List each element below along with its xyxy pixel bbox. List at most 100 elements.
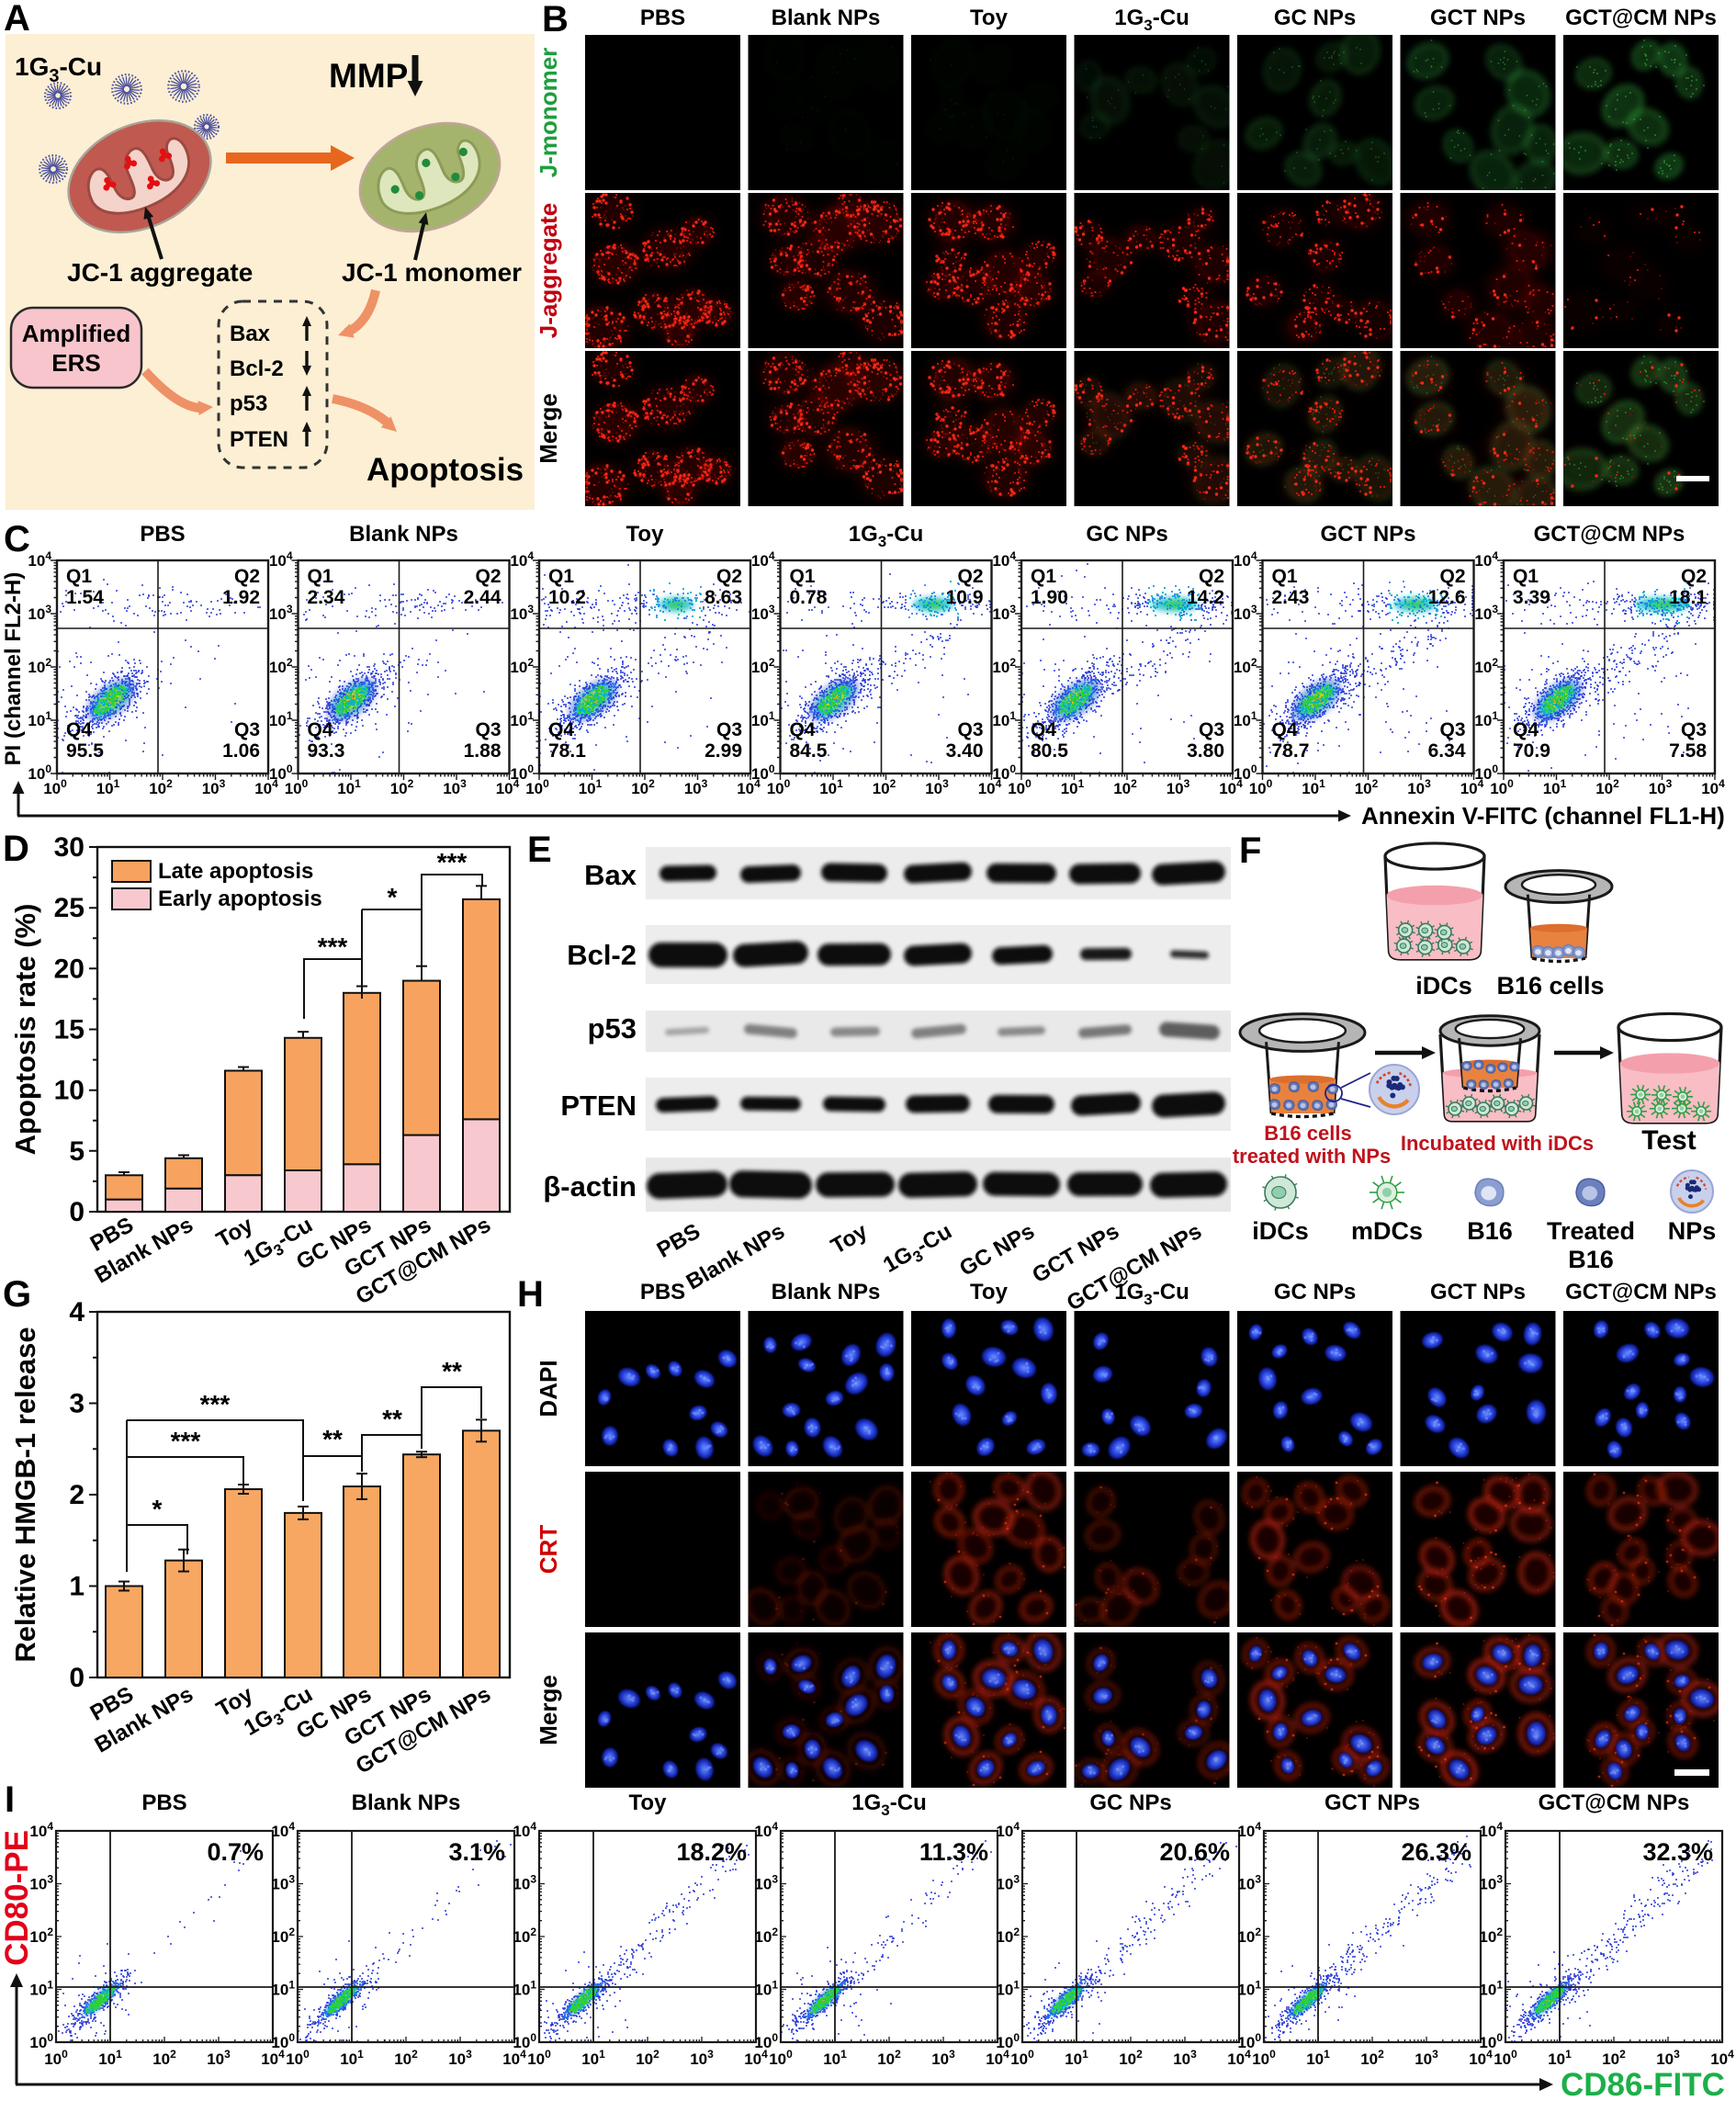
svg-text:Q1: Q1 — [1513, 566, 1539, 587]
svg-text:3.39: 3.39 — [1513, 587, 1550, 608]
svg-text:**: ** — [382, 1405, 402, 1433]
svg-text:10: 10 — [54, 1076, 85, 1106]
svg-text:PI (channel FL2-H): PI (channel FL2-H) — [1, 572, 26, 766]
svg-text:GC NPs: GC NPs — [1274, 1280, 1356, 1304]
svg-text:GCT NPs: GCT NPs — [1320, 522, 1415, 547]
svg-text:2.44: 2.44 — [464, 587, 502, 608]
svg-text:mDCs: mDCs — [1351, 1217, 1423, 1245]
svg-text:Blank NPs: Blank NPs — [772, 6, 881, 30]
svg-text:26.3%: 26.3% — [1401, 1838, 1471, 1866]
svg-text:Apoptosis rate (%): Apoptosis rate (%) — [9, 904, 41, 1156]
svg-text:GCT NPs: GCT NPs — [1430, 6, 1526, 30]
svg-text:11.3%: 11.3% — [919, 1838, 988, 1866]
svg-text:4: 4 — [69, 1297, 85, 1327]
svg-text:PTEN: PTEN — [560, 1090, 637, 1122]
svg-text:PBS: PBS — [640, 6, 685, 30]
svg-text:Q3: Q3 — [1199, 719, 1224, 740]
svg-text:Late apoptosis: Late apoptosis — [158, 859, 313, 884]
svg-text:Incubated with iDCs: Incubated with iDCs — [1401, 1132, 1594, 1155]
svg-text:1.90: 1.90 — [1031, 587, 1068, 608]
svg-text:30: 30 — [54, 832, 85, 863]
svg-text:2: 2 — [69, 1480, 85, 1510]
svg-text:Blank NPs: Blank NPs — [349, 522, 458, 547]
svg-text:**: ** — [442, 1357, 462, 1385]
svg-text:GC NPs: GC NPs — [1086, 522, 1167, 547]
svg-text:PBS: PBS — [640, 1280, 685, 1304]
svg-text:15: 15 — [54, 1015, 85, 1045]
svg-text:***: *** — [171, 1427, 201, 1455]
svg-text:1: 1 — [69, 1572, 85, 1602]
svg-text:Q4: Q4 — [1272, 719, 1298, 740]
svg-text:Q4: Q4 — [1513, 719, 1539, 740]
svg-text:5: 5 — [69, 1136, 85, 1167]
svg-text:18.1: 18.1 — [1669, 587, 1707, 608]
svg-text:Blank NPs: Blank NPs — [772, 1280, 881, 1304]
svg-text:0: 0 — [69, 1663, 85, 1693]
svg-text:18.2%: 18.2% — [676, 1838, 747, 1866]
svg-text:Q1: Q1 — [308, 566, 333, 587]
svg-text:Q4: Q4 — [66, 719, 92, 740]
svg-text:p53: p53 — [230, 391, 267, 416]
svg-text:Q1: Q1 — [1272, 566, 1298, 587]
svg-text:84.5: 84.5 — [790, 740, 828, 762]
svg-text:8.63: 8.63 — [705, 587, 742, 608]
svg-text:GC NPs: GC NPs — [1089, 1790, 1171, 1815]
svg-text:JC-1 aggregate: JC-1 aggregate — [67, 258, 253, 287]
svg-text:p53: p53 — [588, 1012, 637, 1045]
svg-text:10.9: 10.9 — [946, 587, 984, 608]
svg-text:78.7: 78.7 — [1272, 740, 1310, 762]
svg-text:1.54: 1.54 — [66, 587, 104, 608]
svg-text:3.1%: 3.1% — [448, 1838, 505, 1866]
svg-text:0.78: 0.78 — [790, 587, 828, 608]
svg-text:0.7%: 0.7% — [207, 1838, 264, 1866]
svg-text:20: 20 — [54, 954, 85, 984]
svg-text:J-aggregate: J-aggregate — [535, 203, 562, 338]
svg-text:GCT@CM NPs: GCT@CM NPs — [1534, 522, 1685, 547]
svg-text:95.5: 95.5 — [66, 740, 104, 762]
svg-text:Blank NPs: Blank NPs — [352, 1790, 461, 1815]
svg-text:20.6%: 20.6% — [1159, 1838, 1230, 1866]
svg-text:GC NPs: GC NPs — [1274, 6, 1356, 30]
svg-text:I: I — [5, 1779, 15, 1820]
svg-text:E: E — [527, 830, 552, 870]
svg-text:PBS: PBS — [140, 522, 185, 547]
svg-text:Q3: Q3 — [475, 719, 501, 740]
svg-text:GCT@CM NPs: GCT@CM NPs — [1565, 1280, 1717, 1304]
svg-text:Q2: Q2 — [1681, 566, 1707, 587]
svg-text:NPs: NPs — [1668, 1217, 1717, 1245]
svg-text:Q4: Q4 — [308, 719, 333, 740]
svg-text:*: * — [152, 1495, 163, 1523]
svg-text:Q3: Q3 — [1681, 719, 1707, 740]
svg-text:1.92: 1.92 — [222, 587, 260, 608]
svg-text:14.2: 14.2 — [1187, 587, 1224, 608]
svg-text:Apoptosis: Apoptosis — [366, 452, 524, 488]
svg-text:Bax: Bax — [230, 322, 271, 346]
svg-text:B16 cells: B16 cells — [1264, 1122, 1351, 1145]
svg-text:Toy: Toy — [970, 6, 1009, 30]
svg-text:3.40: 3.40 — [946, 740, 984, 762]
svg-text:Q3: Q3 — [234, 719, 260, 740]
svg-text:Q3: Q3 — [716, 719, 742, 740]
svg-text:Merge: Merge — [535, 1675, 562, 1745]
svg-text:B: B — [542, 0, 569, 40]
svg-text:2.34: 2.34 — [308, 587, 345, 608]
svg-text:G: G — [3, 1274, 31, 1315]
svg-text:Q4: Q4 — [548, 719, 574, 740]
svg-text:iDCs: iDCs — [1415, 972, 1472, 1000]
svg-text:7.58: 7.58 — [1669, 740, 1707, 762]
svg-text:Amplified: Amplified — [22, 320, 130, 347]
svg-text:PTEN: PTEN — [230, 427, 288, 452]
svg-text:B16 cells: B16 cells — [1496, 972, 1604, 1000]
svg-text:Early apoptosis: Early apoptosis — [158, 887, 322, 911]
svg-text:80.5: 80.5 — [1031, 740, 1068, 762]
svg-text:12.6: 12.6 — [1428, 587, 1466, 608]
svg-text:MMP: MMP — [329, 57, 408, 95]
svg-text:GCT NPs: GCT NPs — [1325, 1790, 1420, 1815]
svg-text:Bax: Bax — [584, 859, 637, 891]
svg-text:ERS: ERS — [51, 349, 100, 377]
svg-text:Q1: Q1 — [790, 566, 816, 587]
svg-text:Q4: Q4 — [790, 719, 816, 740]
svg-text:Q2: Q2 — [1439, 566, 1465, 587]
svg-text:Toy: Toy — [626, 522, 665, 547]
svg-text:10.2: 10.2 — [548, 587, 586, 608]
